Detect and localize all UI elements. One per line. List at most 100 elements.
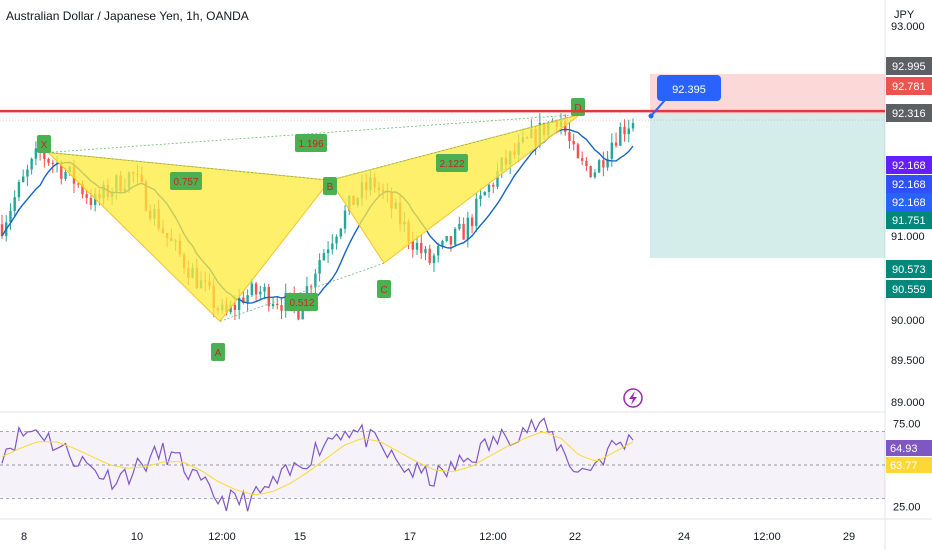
- candle-body: [309, 286, 313, 288]
- candle-body: [564, 121, 567, 132]
- candle-body: [453, 228, 457, 245]
- price-tag: 92.781: [892, 81, 926, 93]
- candle-body: [26, 169, 29, 177]
- time-axis-tick: 12:00: [753, 531, 781, 543]
- ratio-label: 1.196: [298, 139, 323, 150]
- candle-body: [331, 243, 334, 250]
- candle-body: [458, 223, 461, 229]
- candle-body: [30, 158, 33, 170]
- ratio-label: 0.757: [173, 177, 198, 188]
- lightning-icon-glyph: [629, 391, 637, 405]
- take-profit-zone: [650, 114, 885, 258]
- candle-body: [314, 273, 317, 287]
- rsi-axis-tick: 75.00: [893, 418, 921, 430]
- time-axis-tick: 12:00: [208, 531, 236, 543]
- time-axis-tick: 8: [21, 531, 27, 543]
- candle-body: [21, 176, 25, 183]
- pattern-point-label-bg: [37, 135, 51, 153]
- candle-body: [85, 194, 88, 198]
- pattern-point-a: A: [215, 348, 222, 359]
- candle-body: [619, 126, 622, 146]
- candle-body: [436, 246, 440, 256]
- price-tag: 92.168: [892, 197, 926, 209]
- candle-body: [51, 162, 55, 164]
- candle-body: [483, 191, 486, 196]
- candle-body: [280, 305, 283, 311]
- candle-body: [0, 224, 4, 237]
- candle-body: [77, 183, 80, 185]
- time-axis-tick: 15: [294, 531, 306, 543]
- ratio-label-bg: [295, 134, 327, 152]
- price-tag: 55:54: [892, 142, 920, 154]
- price-axis-tick: 89.000: [891, 397, 925, 409]
- price-tag: 91.751: [892, 215, 926, 227]
- candle-body: [428, 248, 431, 263]
- pattern-point-x: X: [41, 140, 48, 151]
- time-axis-tick: 22: [569, 531, 581, 543]
- candle-body: [13, 197, 16, 211]
- rsi-tag: 63.77: [890, 460, 918, 472]
- time-axis-tick: 29: [843, 531, 855, 543]
- candle-body: [34, 148, 38, 159]
- candle-body: [432, 255, 436, 263]
- candle-body: [254, 283, 258, 295]
- rsi-ma-line: [1, 431, 634, 496]
- pattern-point-c: C: [380, 285, 387, 296]
- pattern-point-b: B: [327, 182, 334, 193]
- candle-body: [496, 170, 499, 187]
- candle-body: [259, 291, 262, 295]
- candle-body: [627, 128, 630, 135]
- candle-body: [492, 184, 495, 187]
- ratio-label-bg: [170, 172, 202, 190]
- candle-body: [263, 286, 266, 292]
- price-axis-tick: 90.000: [891, 315, 925, 327]
- candle-body: [43, 151, 46, 160]
- price-tag-bg: [886, 175, 932, 193]
- candle-body: [93, 194, 97, 206]
- price-tag: 92.995: [892, 61, 926, 73]
- candle-body: [462, 223, 465, 240]
- candle-body: [322, 253, 326, 261]
- moving-average-line: [1, 128, 634, 304]
- candle-body: [297, 304, 300, 320]
- candle-body: [271, 303, 275, 307]
- candle-body: [301, 308, 304, 320]
- price-axis-tick: 89.500: [891, 355, 925, 367]
- candle-body: [267, 286, 270, 307]
- ratio-label-bg: [436, 154, 468, 172]
- price-tag: 90.573: [892, 264, 926, 276]
- candle-body: [445, 236, 448, 241]
- ratio-label: 0.512: [289, 298, 314, 309]
- candle-body: [602, 160, 605, 168]
- candle-body: [487, 184, 491, 192]
- candle-body: [89, 197, 93, 206]
- price-tag-bg: [886, 104, 932, 122]
- candle-body: [64, 172, 67, 179]
- candle-body: [411, 241, 414, 250]
- candle-body: [237, 297, 241, 310]
- price-tag-bg: [886, 138, 932, 156]
- price-tag: 90.559: [892, 284, 926, 296]
- time-axis-tick: 17: [404, 531, 416, 543]
- candle-body: [424, 248, 427, 254]
- candle-body: [339, 228, 342, 237]
- candle-body: [250, 283, 254, 296]
- price-tag-bg: [886, 211, 932, 229]
- candle-body: [623, 126, 626, 135]
- candle-body: [343, 210, 347, 229]
- time-axis-tick: 10: [131, 531, 143, 543]
- rsi-tag: 64.93: [890, 443, 918, 455]
- ratio-label: 2.122: [439, 159, 464, 170]
- candle-body: [242, 297, 245, 304]
- pattern-line-bd: [329, 114, 581, 181]
- price-axis-tick: 93.000: [891, 21, 925, 33]
- candle-body: [441, 240, 444, 247]
- rsi-axis-tick: 25.00: [893, 502, 921, 514]
- ratio-label-bg: [286, 293, 318, 311]
- callout-box: [657, 75, 721, 101]
- candle-body: [466, 217, 470, 240]
- pattern-point-label-bg: [323, 177, 337, 195]
- candle-body: [597, 160, 601, 173]
